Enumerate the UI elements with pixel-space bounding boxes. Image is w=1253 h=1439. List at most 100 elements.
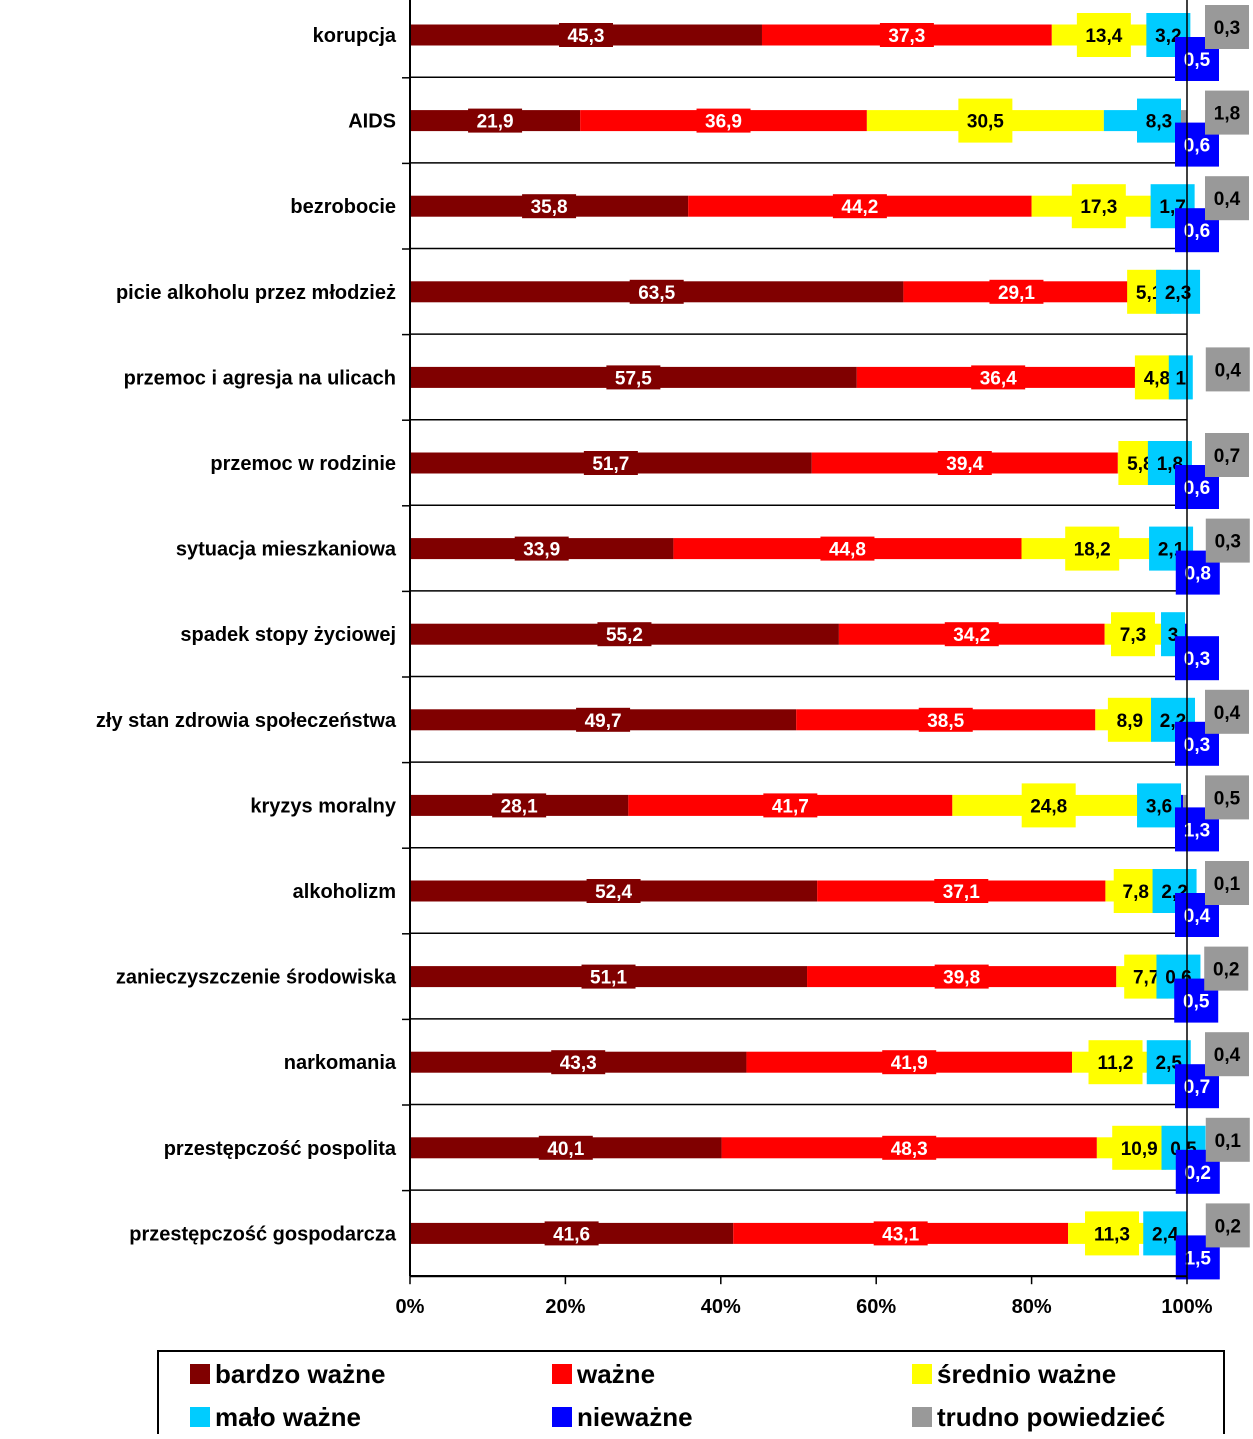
data-label: 0,4 — [1214, 189, 1241, 210]
data-label-box — [1205, 861, 1249, 905]
data-label-box — [1205, 689, 1249, 734]
data-label: 4,8 — [1144, 368, 1170, 389]
data-label: 1,3 — [1184, 820, 1210, 841]
legend-swatch — [912, 1364, 932, 1384]
data-label: 5,8 — [1127, 454, 1153, 475]
data-label: 0,7 — [1184, 1077, 1210, 1098]
data-label: 0,6 — [1184, 136, 1210, 157]
data-label: 55,2 — [606, 625, 643, 646]
data-label-box — [873, 1221, 928, 1246]
legend-label: ważne — [576, 1359, 655, 1389]
category-label: AIDS — [348, 111, 396, 133]
data-label-box — [514, 536, 569, 561]
data-label-box — [1085, 1211, 1140, 1256]
data-label: 2,4 — [1152, 1224, 1179, 1245]
category-label: sytuacja mieszkaniowa — [176, 539, 397, 561]
data-label-box — [522, 194, 577, 219]
category-label: spadek stopy życiowej — [180, 624, 396, 646]
data-label-box — [1107, 697, 1152, 742]
data-label: 35,8 — [531, 197, 568, 218]
category-label: narkomania — [284, 1052, 397, 1074]
data-label-box — [1205, 433, 1249, 477]
data-label: 8,9 — [1117, 711, 1143, 732]
data-label: 44,8 — [829, 540, 866, 561]
data-label: 48,3 — [891, 1139, 928, 1160]
bar-segment-trudno-powiedzieć — [1183, 794, 1187, 816]
data-label: 24,8 — [1030, 796, 1067, 817]
legend-label: nieważne — [577, 1402, 693, 1432]
category-label: kryzys moralny — [250, 795, 397, 817]
legend-label: bardzo ważne — [215, 1359, 385, 1389]
category-label: bezrobocie — [290, 196, 396, 218]
data-label-box — [1205, 5, 1249, 49]
data-label: 33,9 — [523, 540, 560, 561]
data-label: 43,3 — [560, 1053, 597, 1074]
category-label: alkoholizm — [293, 881, 396, 903]
data-label-box — [576, 707, 631, 732]
data-label: 18,2 — [1074, 540, 1111, 561]
data-label-box — [1205, 1117, 1250, 1162]
data-label: 36,4 — [980, 368, 1017, 389]
category-label: zanieczyszczenie środowiska — [116, 967, 397, 989]
data-label-box — [1205, 347, 1250, 392]
data-label: 2,3 — [1165, 283, 1191, 304]
data-label-box — [1088, 1040, 1143, 1085]
category-label: picie alkoholu przez młodzież — [116, 282, 396, 304]
data-label: 17,3 — [1080, 197, 1117, 218]
data-label: 11,2 — [1098, 1053, 1134, 1074]
data-label: 10,9 — [1121, 1139, 1158, 1160]
x-tick-label: 0% — [396, 1296, 425, 1318]
data-label: 0,3 — [1184, 649, 1210, 670]
legend-label: średnio ważne — [937, 1359, 1116, 1389]
data-label-box — [696, 108, 751, 133]
data-label-box — [583, 451, 638, 475]
x-tick-label: 60% — [856, 1296, 896, 1318]
legend-swatch — [552, 1364, 572, 1384]
data-label: 8,3 — [1146, 112, 1172, 133]
data-label: 40,1 — [547, 1139, 584, 1160]
category-label: przemoc i agresja na ulicach — [124, 367, 396, 389]
data-label: 0,6 — [1184, 221, 1210, 242]
data-label: 1 — [1175, 368, 1186, 389]
data-label: 38,5 — [927, 711, 964, 732]
data-label-box — [934, 964, 989, 989]
data-label-box — [1021, 783, 1076, 828]
data-label-box — [492, 793, 547, 818]
data-label: 0,1 — [1214, 874, 1241, 895]
data-label-box — [882, 1135, 937, 1160]
data-label: 0,7 — [1214, 446, 1240, 467]
legend-swatch — [190, 1364, 210, 1384]
data-label: 0,4 — [1214, 1045, 1241, 1066]
data-label: 0,4 — [1214, 703, 1241, 724]
data-label: 43,1 — [882, 1224, 919, 1245]
data-label-box — [1205, 1203, 1250, 1248]
data-label: 63,5 — [638, 283, 675, 304]
data-label: 1,5 — [1185, 1248, 1212, 1269]
data-label-box — [606, 365, 661, 390]
data-label: 39,8 — [943, 968, 980, 989]
data-label-box — [1204, 946, 1249, 991]
data-label-box — [937, 451, 992, 475]
legend-swatch — [552, 1407, 572, 1427]
data-label: 11,3 — [1094, 1224, 1130, 1245]
legend-swatch — [190, 1407, 210, 1427]
data-label-box — [971, 365, 1026, 390]
legend-label: trudno powiedzieć — [937, 1402, 1165, 1432]
data-label: 0,5 — [1183, 992, 1210, 1013]
data-label: 7,8 — [1123, 882, 1149, 903]
data-label-box — [544, 1221, 599, 1246]
data-label-box — [629, 279, 684, 304]
bar-segment-nieważne — [1184, 623, 1187, 645]
data-label: 37,1 — [943, 882, 980, 903]
data-label: 7,7 — [1133, 968, 1159, 989]
data-label: 0,3 — [1215, 532, 1241, 553]
data-label-box — [1175, 636, 1219, 681]
data-label-box — [558, 23, 613, 47]
data-label-box — [1113, 869, 1158, 913]
data-label-box — [918, 707, 973, 732]
data-label: 21,9 — [477, 112, 514, 133]
data-label: 51,7 — [592, 454, 629, 475]
data-label: 52,4 — [595, 882, 632, 903]
x-tick-label: 40% — [701, 1296, 741, 1318]
